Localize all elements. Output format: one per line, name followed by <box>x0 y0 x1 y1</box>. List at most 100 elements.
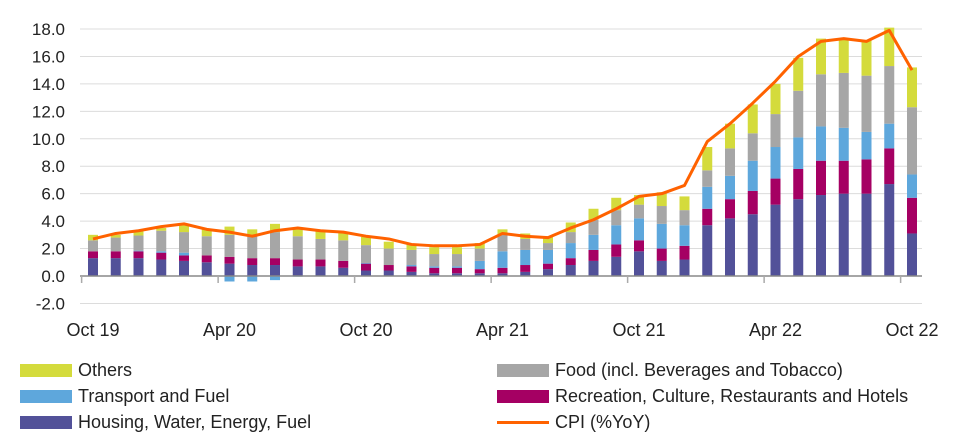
bar-segment <box>315 230 326 239</box>
bar-segment <box>383 265 394 271</box>
bar-segment <box>611 256 622 276</box>
bar-segment <box>907 107 917 175</box>
bar-segment <box>247 258 258 266</box>
bar-segment <box>816 38 826 75</box>
bar-segment <box>292 227 303 237</box>
bar-segment <box>429 273 440 276</box>
bar-segment <box>292 266 303 276</box>
legend-food: Food (incl. Beverages and Tobacco) <box>497 360 843 381</box>
bar-segment <box>656 248 667 261</box>
bar-segment <box>565 243 576 259</box>
bar-segment <box>543 269 553 276</box>
bar-segment <box>543 243 553 250</box>
bar-segment <box>452 266 462 268</box>
bar-segment <box>838 127 849 161</box>
bar-segment <box>452 273 462 276</box>
y-tick-label: 4.0 <box>41 212 65 231</box>
y-tick-label: 0.0 <box>41 267 65 286</box>
bar-segment <box>884 66 895 124</box>
y-tick-label: 6.0 <box>41 185 65 204</box>
bar-segment <box>292 259 303 267</box>
bar-segment <box>884 27 895 67</box>
bar-segment <box>270 276 280 281</box>
bar-segment <box>361 245 371 263</box>
bar-segment <box>907 197 917 234</box>
bar-segment <box>725 218 735 276</box>
legend-swatch <box>497 390 549 403</box>
bar-segment <box>861 193 872 276</box>
bar-segment <box>361 262 371 264</box>
bar-segment <box>816 126 826 161</box>
bar-segment <box>88 251 98 259</box>
bar-segment <box>634 218 644 241</box>
bar-segment <box>861 39 872 76</box>
x-tick-label: Oct 22 <box>885 320 938 340</box>
bar-segment <box>247 236 258 259</box>
bar-segment <box>247 229 258 237</box>
bar-segment <box>793 168 804 200</box>
x-tick-label: Apr 20 <box>203 320 256 340</box>
bar-segment <box>156 230 167 252</box>
bar-segment <box>452 254 462 267</box>
bar-segment <box>656 223 667 249</box>
bar-segment <box>201 262 212 276</box>
bar-segment <box>565 232 576 244</box>
bar-segment <box>611 197 622 211</box>
bar-segment <box>588 219 599 235</box>
bar-segment <box>110 237 121 252</box>
bar-segment <box>656 192 667 207</box>
legend-label: Transport and Fuel <box>78 386 230 406</box>
bar-segment <box>588 208 599 220</box>
bar-segment <box>179 225 189 233</box>
bar-segment <box>725 148 735 176</box>
bar-segment <box>634 195 644 205</box>
bar-segment <box>179 252 189 256</box>
bar-segment <box>452 267 462 274</box>
x-tick-label: Oct 21 <box>612 320 665 340</box>
bar-segment <box>747 214 758 276</box>
bar-segment <box>156 252 167 260</box>
bar-segment <box>793 137 804 169</box>
bar-segment <box>338 240 349 261</box>
bar-segment <box>474 273 485 276</box>
bar-segment <box>634 240 644 252</box>
bar-segment <box>861 131 872 160</box>
y-tick-label: 16.0 <box>32 47 65 66</box>
bar-segment <box>838 38 849 73</box>
bar-segment <box>474 260 485 270</box>
bar-segment <box>429 247 440 255</box>
bar-segment <box>406 271 417 276</box>
bar-segment <box>156 227 167 231</box>
bar-segment <box>406 249 417 266</box>
bar-segment <box>656 260 667 276</box>
bar-segment <box>292 236 303 260</box>
bar-segment <box>270 223 280 233</box>
bar-segment <box>702 147 713 171</box>
bar-segment <box>361 236 371 246</box>
bar-segment <box>133 251 144 259</box>
bar-segment <box>907 174 917 198</box>
bar-segment <box>497 273 508 276</box>
bar-segment <box>679 225 690 246</box>
bar-segment <box>747 190 758 215</box>
bar-segment <box>520 249 531 266</box>
bar-segment <box>702 186 713 209</box>
bar-segment <box>224 234 235 257</box>
bar-segment <box>770 114 781 148</box>
bar-segment <box>361 263 371 271</box>
bar-segment <box>793 57 804 91</box>
bar-segment <box>588 234 599 250</box>
bar-segment <box>702 208 713 226</box>
bar-segment <box>338 232 349 241</box>
bar-segment <box>110 258 121 276</box>
stacked-bar-chart: -2.0 0.0 2.0 4.0 6.0 8.0 10.0 12.0 14.0 16.0 18.0 O… <box>32 20 939 340</box>
legend-others: Others <box>20 360 132 381</box>
legend-swatch <box>20 416 72 429</box>
bar-segment <box>793 90 804 138</box>
bar-segment <box>725 123 735 149</box>
bar-segment <box>247 265 258 276</box>
legend-swatch <box>497 421 549 424</box>
bar-segment <box>361 270 371 276</box>
bar-segment <box>747 133 758 161</box>
bar-segment <box>315 238 326 260</box>
